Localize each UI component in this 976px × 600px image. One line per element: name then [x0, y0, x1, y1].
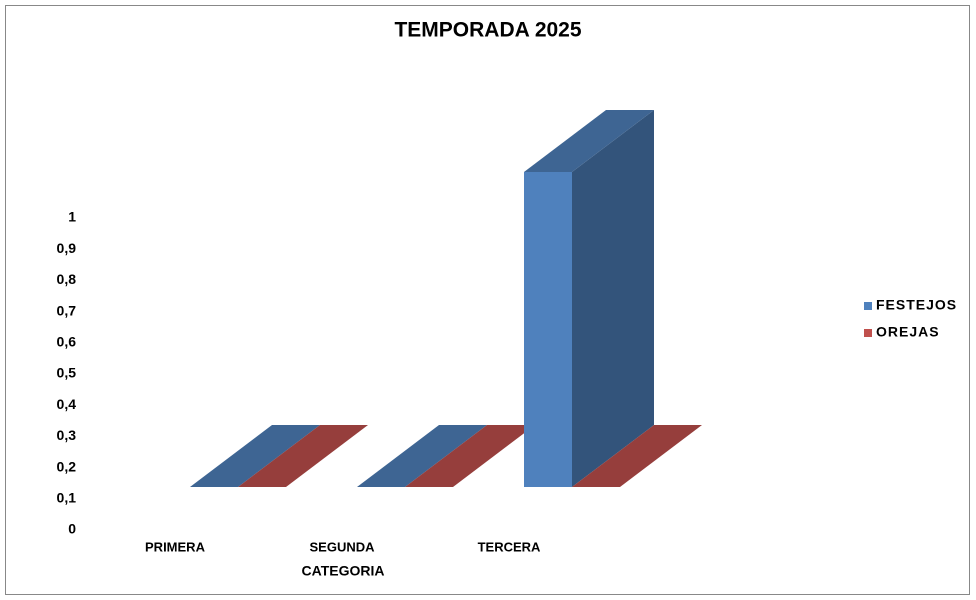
x-axis-title: CATEGORIA — [302, 563, 385, 579]
y-tick-label: 0,9 — [57, 240, 77, 256]
chart-title: TEMPORADA 2025 — [394, 19, 581, 42]
y-tick-label: 1 — [68, 209, 76, 225]
x-tick-label: PRIMERA — [145, 539, 206, 554]
chart-border — [5, 5, 970, 595]
bar-top — [572, 425, 702, 487]
bar-top — [190, 425, 320, 487]
bar-top — [357, 425, 487, 487]
y-tick-label: 0,6 — [57, 334, 77, 350]
y-tick-label: 0 — [68, 521, 76, 537]
bar-front — [524, 172, 572, 487]
y-tick-label: 0,1 — [57, 490, 77, 506]
y-tick-label: 0,3 — [57, 427, 77, 443]
bar-top — [405, 425, 535, 487]
y-tick-label: 0,7 — [57, 302, 77, 318]
y-tick-label: 0,5 — [57, 365, 77, 381]
y-tick-label: 0,4 — [57, 396, 77, 412]
y-tick-label: 0,2 — [57, 458, 77, 474]
x-tick-label: TERCERA — [478, 539, 541, 554]
legend-label: OREJAS — [876, 324, 940, 340]
bar-side — [572, 110, 654, 487]
bar-top — [238, 425, 368, 487]
x-tick-label: SEGUNDA — [309, 539, 375, 554]
legend-swatch — [864, 302, 872, 310]
y-tick-label: 0,8 — [57, 271, 77, 287]
bar-top — [524, 110, 654, 172]
legend-swatch — [864, 329, 872, 337]
legend-label: FESTEJOS — [876, 297, 957, 313]
